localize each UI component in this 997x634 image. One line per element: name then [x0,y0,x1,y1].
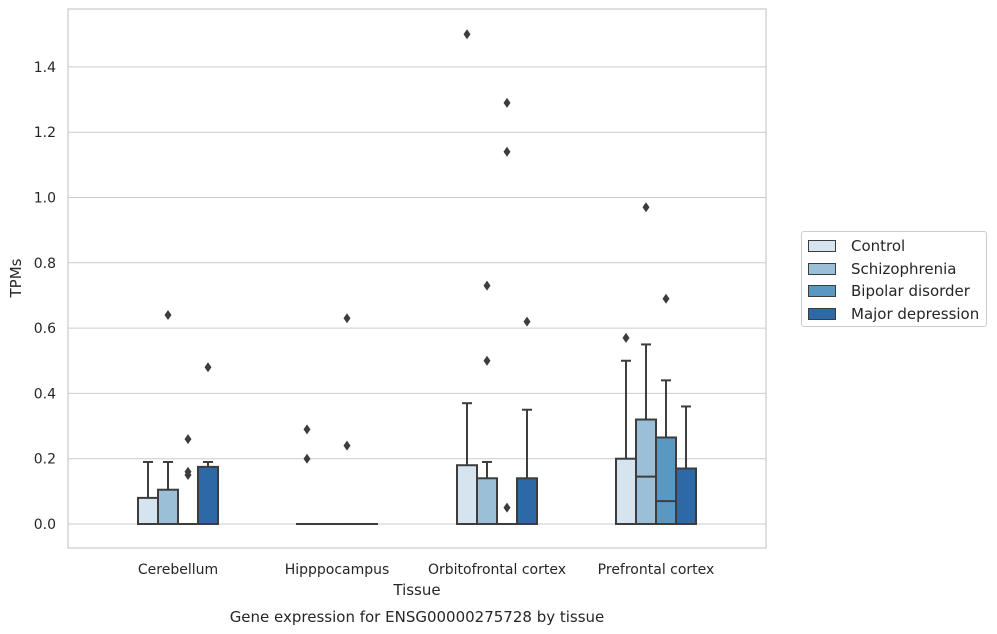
x-tick-label: Hipppocampus [285,562,390,578]
plot-frame [67,8,767,549]
y-tick-label: 1.2 [34,125,56,141]
legend-swatch [808,262,836,275]
outlier-point [503,97,511,108]
box-control [137,460,159,526]
outlier-point [184,470,192,481]
box-rect [157,488,179,525]
box-major-depression [197,362,219,525]
box-control [615,332,637,526]
outlier-point [343,313,351,324]
legend-label: Control [851,237,906,255]
box-groups [137,29,697,526]
x-tick-label: Orbitofrontal cortex [428,562,566,578]
legend-item: Schizophrenia [808,259,956,279]
outlier-point [622,332,630,343]
box-schizophrenia [635,202,657,525]
box-schizophrenia [157,310,179,525]
box-rect [476,477,498,526]
outlier-point [483,280,491,291]
y-tick-label: 1.0 [34,191,56,207]
y-tick-label: 0.4 [34,386,56,402]
legend-item: Control [808,236,905,256]
y-axis-label: TPMs [7,258,25,298]
outlier-point [184,434,192,445]
outlier-point [523,316,531,327]
x-tick-label: Cerebellum [138,562,218,578]
box-rect [137,496,159,526]
box-major-depression [675,405,697,525]
box-schizophrenia [476,280,498,526]
box-rect [635,418,657,525]
gridlines [68,66,766,525]
legend-swatch [808,240,836,252]
box-control [456,29,478,526]
outlier-point [503,146,511,157]
box-control [296,424,318,526]
box-rect [655,436,677,526]
outlier-point [303,424,311,435]
legend-item: Bipolar disorder [808,281,970,301]
x-tick-label: Prefrontal cortex [598,562,715,578]
x-axis-ticks: Cerebellum Hipppocampus Orbitofrontal cort… [138,562,714,578]
outlier-point [204,362,212,373]
outlier-point [503,502,511,513]
legend-item: Major depression [808,304,979,324]
box-rect [675,467,697,525]
box-rect [516,477,538,526]
y-tick-label: 1.4 [34,60,56,76]
box-rect [456,464,478,526]
y-tick-label: 0.6 [34,321,56,337]
outlier-point [642,202,650,213]
legend-swatch [808,307,836,320]
box-bipolar-disorder [336,313,358,526]
legend-label: Bipolar disorder [851,282,970,300]
box-major-depression [516,316,538,526]
legend-label: Schizophrenia [851,259,957,278]
outlier-point [164,310,172,321]
y-axis-ticks: 0.0 0.2 0.4 0.6 0.8 1.0 1.2 1.4 [34,60,56,533]
y-tick-label: 0.8 [34,256,56,272]
outlier-point [662,293,670,304]
x-axis-label: Tissue [392,581,440,599]
box-rect [615,457,637,526]
outlier-point [463,29,471,40]
chart-caption: Gene expression for ENSG00000275728 by t… [230,608,605,626]
box-rect [197,465,219,525]
outlier-point [343,440,351,451]
legend-label: Major depression [851,304,980,323]
y-tick-label: 0.2 [34,452,56,468]
y-tick-label: 0.0 [34,517,56,533]
legend: Control Schizophrenia Bipolar disorder Majo… [801,231,987,327]
outlier-point [303,453,311,464]
legend-swatch [808,285,836,297]
box-bipolar-disorder [177,434,199,526]
box-bipolar-disorder [496,97,518,526]
outlier-point [483,355,491,366]
